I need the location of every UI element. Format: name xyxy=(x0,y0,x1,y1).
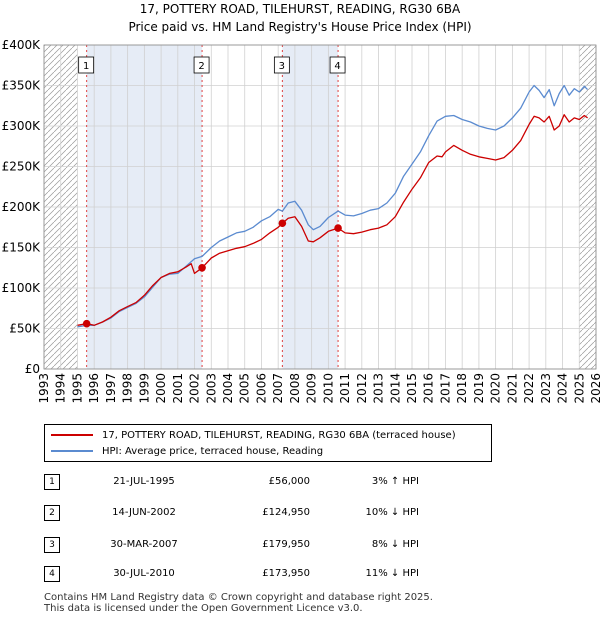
x-tick-label: 1994 xyxy=(54,373,68,404)
plot-frame xyxy=(43,44,597,370)
sale-label-number: 2 xyxy=(198,61,204,72)
x-tick-label: 2001 xyxy=(171,373,185,404)
x-tick-label: 2025 xyxy=(572,373,586,404)
x-tick-label: 2017 xyxy=(438,373,452,404)
y-tick-label: £400K xyxy=(2,38,42,52)
hpi-line xyxy=(77,84,589,328)
property-price-line xyxy=(77,114,588,326)
x-tick-label: 2008 xyxy=(288,373,302,404)
legend-item-property: 17, POTTERY ROAD, TILEHURST, READING, RG… xyxy=(51,428,456,442)
x-tick-label: 2005 xyxy=(238,373,252,404)
transaction-date: 30-MAR-2007 xyxy=(110,539,178,550)
y-tick-label: £100K xyxy=(2,281,42,295)
x-tick-label: 2007 xyxy=(271,373,285,404)
transaction-number: 3 xyxy=(44,537,60,553)
transaction-date: 30-JUL-2010 xyxy=(113,568,175,579)
sale-label-number: 1 xyxy=(83,61,89,72)
y-tick-label: £200K xyxy=(2,200,42,214)
footer-licence: This data is licensed under the Open Gov… xyxy=(44,603,363,614)
sale-point xyxy=(198,263,206,272)
y-tick-label: £0 xyxy=(25,362,40,376)
sale-point xyxy=(278,219,287,228)
legend-swatch-property xyxy=(51,434,93,436)
x-tick-label: 2011 xyxy=(338,373,352,404)
chart-subtitle: Price paid vs. HM Land Registry's House … xyxy=(128,20,472,34)
sale-label-number: 4 xyxy=(334,61,340,72)
sale-label-box xyxy=(273,56,290,74)
x-tick-label: 2003 xyxy=(204,373,218,404)
footer-copyright: Contains HM Land Registry data © Crown c… xyxy=(44,592,433,603)
sale-point xyxy=(82,319,91,328)
x-tick-label: 1998 xyxy=(121,373,135,404)
x-tick-label: 2026 xyxy=(589,373,600,404)
sale-label-number: 3 xyxy=(279,61,285,72)
legend-label-hpi: HPI: Average price, terraced house, Read… xyxy=(102,445,324,457)
chart-title: 17, POTTERY ROAD, TILEHURST, READING, RG… xyxy=(139,2,461,16)
transaction-price: £124,950 xyxy=(262,507,310,518)
legend-label-property: 17, POTTERY ROAD, TILEHURST, READING, RG… xyxy=(102,429,456,441)
transaction-row: 1 21-JUL-1995 £56,000 3% ↑ HPI xyxy=(44,474,464,494)
y-tick-label: £150K xyxy=(2,241,42,255)
x-tick-label: 1999 xyxy=(137,373,151,404)
x-tick-label: 2019 xyxy=(472,373,486,404)
x-tick-label: 1996 xyxy=(87,373,101,404)
x-tick-label: 1995 xyxy=(70,373,84,404)
transaction-price: £173,950 xyxy=(262,568,310,579)
x-tick-label: 2016 xyxy=(422,373,436,404)
y-tick-label: £300K xyxy=(2,119,42,133)
transaction-date: 14-JUN-2002 xyxy=(112,507,176,518)
transaction-row: 4 30-JUL-2010 £173,950 11% ↓ HPI xyxy=(44,566,464,586)
y-tick-label: £250K xyxy=(2,160,42,174)
x-tick-label: 1997 xyxy=(104,373,118,404)
legend: 17, POTTERY ROAD, TILEHURST, READING, RG… xyxy=(44,424,492,462)
legend-swatch-hpi xyxy=(51,450,93,452)
x-tick-label: 2002 xyxy=(188,373,202,404)
transaction-price: £179,950 xyxy=(262,539,310,550)
legend-item-hpi: HPI: Average price, terraced house, Read… xyxy=(51,444,323,458)
sale-label-box xyxy=(329,56,346,74)
sale-label-box xyxy=(78,56,95,74)
x-tick-label: 2024 xyxy=(556,373,570,404)
x-tick-label: 2018 xyxy=(455,373,469,404)
x-tick-label: 2014 xyxy=(388,373,402,404)
x-tick-label: 2010 xyxy=(321,373,335,404)
x-tick-label: 2006 xyxy=(254,373,268,404)
x-tick-label: 2009 xyxy=(305,373,319,404)
x-tick-label: 2013 xyxy=(372,373,386,404)
x-tick-label: 2000 xyxy=(154,373,168,404)
price-chart: 1 2 3 4 £0 £50K £100K £150K £200K £250K £300K £350… xyxy=(2,38,600,404)
transaction-number: 2 xyxy=(44,505,60,521)
transaction-hpi-diff: 8% ↓ HPI xyxy=(371,539,419,550)
transaction-row: 3 30-MAR-2007 £179,950 8% ↓ HPI xyxy=(44,537,464,557)
transaction-number: 1 xyxy=(44,474,60,490)
transaction-hpi-diff: 3% ↑ HPI xyxy=(371,476,419,487)
transaction-date: 21-JUL-1995 xyxy=(113,476,175,487)
transaction-row: 2 14-JUN-2002 £124,950 10% ↓ HPI xyxy=(44,505,464,525)
x-tick-label: 2022 xyxy=(522,373,536,404)
x-tick-label: 2020 xyxy=(489,373,503,404)
x-tick-label: 2021 xyxy=(505,373,519,404)
x-tick-label: 2012 xyxy=(355,373,369,404)
y-tick-label: £350K xyxy=(2,79,42,93)
transaction-number: 4 xyxy=(44,566,60,582)
transaction-hpi-diff: 11% ↓ HPI xyxy=(365,568,419,579)
transaction-price: £56,000 xyxy=(268,476,310,487)
y-tick-label: £50K xyxy=(9,322,41,336)
sale-label-box xyxy=(193,56,210,74)
transaction-hpi-diff: 10% ↓ HPI xyxy=(365,507,419,518)
x-tick-label: 2015 xyxy=(405,373,419,404)
x-tick-label: 1993 xyxy=(37,373,51,404)
sale-point xyxy=(334,224,342,232)
x-tick-label: 2023 xyxy=(539,373,553,404)
x-tick-label: 2004 xyxy=(221,373,235,404)
